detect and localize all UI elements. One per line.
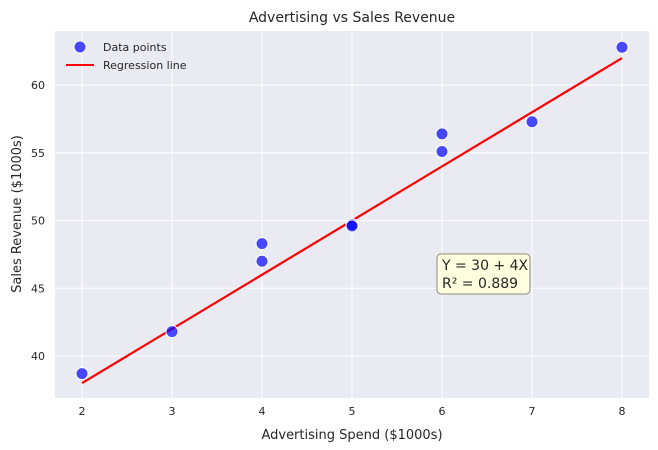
x-tick-label: 8 [619,405,626,418]
legend-marker-data-points [73,40,87,54]
y-tick-label: 50 [31,215,45,228]
y-tick-label: 40 [31,350,45,363]
data-point [525,115,539,129]
x-tick-label: 7 [529,405,536,418]
data-point [75,367,89,381]
y-tick-label: 60 [31,79,45,92]
legend: Data points Regression line [66,40,187,72]
equation-annotation: Y = 30 + 4X R² = 0.889 [436,253,531,295]
data-point [435,127,449,141]
data-point [255,237,269,251]
legend-label-regression-line: Regression line [103,59,187,72]
annotation-r-squared: R² = 0.889 [442,276,518,292]
legend-label-data-points: Data points [103,41,167,54]
chart-title: Advertising vs Sales Revenue [249,10,455,26]
data-point [435,145,449,159]
x-tick-label: 5 [349,405,356,418]
x-tick-label: 3 [169,405,176,418]
data-point [255,254,269,268]
y-tick-labels: 40 45 50 55 60 [31,79,45,363]
data-point [345,219,359,233]
annotation-box [436,253,531,295]
x-tick-label: 2 [79,405,86,418]
y-axis-title: Sales Revenue ($1000s) [10,135,25,293]
data-point [165,325,179,339]
y-tick-label: 55 [31,147,45,160]
annotation-equation: Y = 30 + 4X [441,258,529,274]
y-tick-label: 45 [31,282,45,295]
data-point [615,40,629,54]
data-points [75,40,629,381]
x-tick-labels: 2 3 4 5 6 7 8 [79,405,626,418]
x-axis-title: Advertising Spend ($1000s) [261,428,442,443]
x-tick-label: 6 [439,405,446,418]
x-tick-label: 4 [259,405,266,418]
